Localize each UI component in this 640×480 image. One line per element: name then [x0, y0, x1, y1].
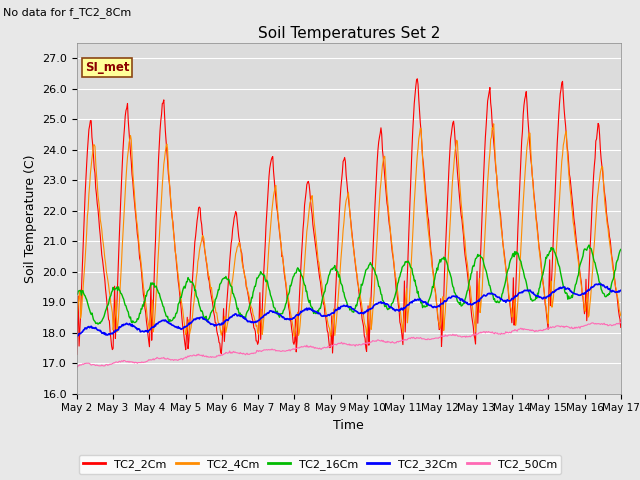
TC2_50Cm — [416, 336, 424, 341]
TC2_4Cm — [416, 132, 424, 137]
TC2_16Cm — [416, 295, 424, 301]
TC2_4Cm — [617, 313, 625, 319]
TC2_2Cm — [413, 76, 421, 82]
TC2_16Cm — [585, 242, 593, 248]
TC2_4Cm — [431, 290, 439, 296]
TC2_16Cm — [83, 297, 90, 302]
Line: TC2_32Cm: TC2_32Cm — [77, 284, 621, 336]
Text: No data for f_TC2_8Cm: No data for f_TC2_8Cm — [3, 7, 131, 18]
TC2_32Cm — [223, 317, 230, 323]
TC2_50Cm — [140, 360, 147, 365]
TC2_50Cm — [431, 335, 439, 341]
Line: TC2_50Cm: TC2_50Cm — [77, 322, 621, 367]
X-axis label: Time: Time — [333, 419, 364, 432]
TC2_16Cm — [73, 291, 81, 297]
TC2_16Cm — [140, 303, 147, 309]
Legend: TC2_2Cm, TC2_4Cm, TC2_16Cm, TC2_32Cm, TC2_50Cm: TC2_2Cm, TC2_4Cm, TC2_16Cm, TC2_32Cm, TC… — [79, 455, 561, 474]
TC2_4Cm — [73, 315, 81, 321]
TC2_2Cm — [416, 109, 424, 115]
TC2_4Cm — [490, 121, 497, 127]
TC2_2Cm — [617, 324, 625, 330]
TC2_2Cm — [431, 288, 439, 294]
TC2_2Cm — [194, 213, 202, 218]
TC2_4Cm — [139, 275, 147, 281]
TC2_50Cm — [195, 351, 202, 357]
TC2_32Cm — [617, 288, 625, 293]
TC2_32Cm — [83, 326, 90, 332]
TC2_16Cm — [223, 277, 231, 283]
TC2_32Cm — [431, 304, 438, 310]
TC2_50Cm — [74, 364, 81, 370]
TC2_32Cm — [194, 315, 202, 321]
TC2_50Cm — [84, 360, 92, 366]
TC2_2Cm — [83, 162, 90, 168]
Line: TC2_4Cm: TC2_4Cm — [77, 124, 621, 336]
Title: Soil Temperatures Set 2: Soil Temperatures Set 2 — [258, 25, 440, 41]
TC2_4Cm — [194, 259, 202, 264]
TC2_50Cm — [617, 319, 625, 325]
Line: TC2_16Cm: TC2_16Cm — [77, 245, 621, 324]
TC2_32Cm — [139, 328, 147, 334]
TC2_32Cm — [415, 297, 422, 303]
TC2_4Cm — [223, 325, 230, 331]
TC2_16Cm — [431, 271, 439, 277]
TC2_4Cm — [291, 334, 298, 339]
TC2_4Cm — [83, 230, 90, 236]
TC2_2Cm — [223, 303, 230, 309]
TC2_32Cm — [73, 334, 81, 339]
TC2_50Cm — [73, 364, 81, 370]
Line: TC2_2Cm: TC2_2Cm — [77, 79, 621, 354]
TC2_16Cm — [195, 299, 202, 305]
TC2_50Cm — [223, 350, 231, 356]
TC2_16Cm — [94, 321, 102, 327]
Y-axis label: Soil Temperature (C): Soil Temperature (C) — [24, 154, 36, 283]
Text: SI_met: SI_met — [85, 61, 129, 74]
TC2_2Cm — [73, 351, 81, 357]
TC2_16Cm — [617, 247, 625, 252]
TC2_2Cm — [139, 283, 147, 289]
TC2_32Cm — [595, 281, 603, 287]
